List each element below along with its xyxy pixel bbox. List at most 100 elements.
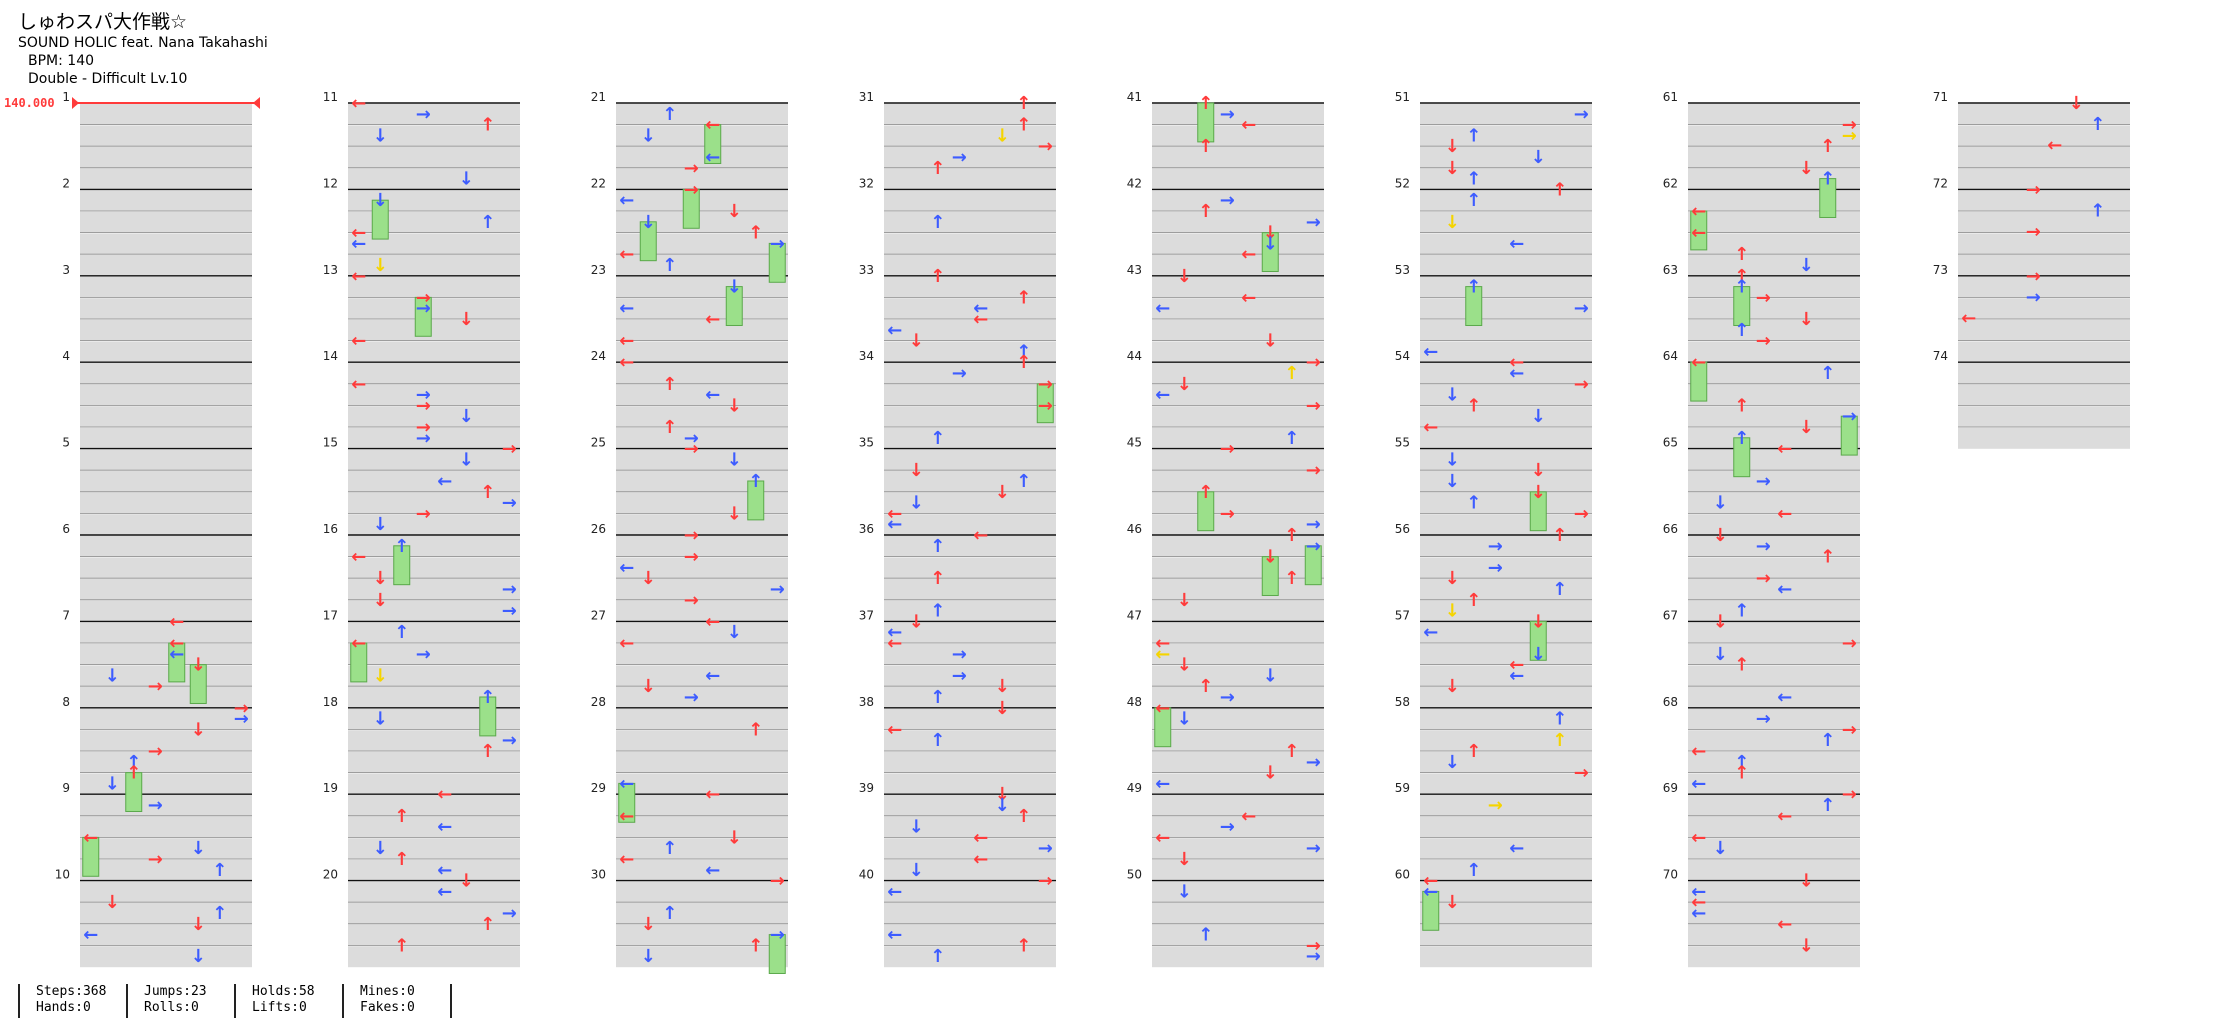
- measure-number: 9: [62, 781, 70, 795]
- beat-band: [1152, 406, 1324, 428]
- beat-band: [884, 384, 1056, 406]
- beat-band: [884, 903, 1056, 924]
- beat-band: [80, 298, 252, 320]
- stat-hands: Hands:0: [36, 1000, 91, 1015]
- beat-band: [884, 643, 1056, 665]
- step-arrow: →: [1306, 460, 1321, 481]
- beat-band: [1420, 319, 1592, 341]
- hold-body: [189, 664, 207, 704]
- beat-band: [1420, 514, 1592, 536]
- beat-band: [1688, 859, 1860, 881]
- step-arrow: →: [416, 428, 431, 449]
- step-arrow: ←: [887, 881, 902, 902]
- beat-band: [1420, 298, 1592, 320]
- beat-band: [1688, 233, 1860, 255]
- beat-band: [348, 751, 520, 773]
- beat-band: [884, 535, 1056, 557]
- step-arrow: →: [416, 417, 431, 438]
- beat-band: [1420, 751, 1592, 773]
- step-arrow: ↑: [480, 687, 495, 708]
- beat-band: [884, 125, 1056, 147]
- step-arrow: ↑: [1284, 741, 1299, 762]
- beat-band: [348, 557, 520, 579]
- step-arrow: ↑: [394, 849, 409, 870]
- beat-band: [80, 125, 252, 147]
- step-arrow: ↓: [909, 611, 924, 632]
- step-arrow: ↓: [1177, 709, 1192, 730]
- beat-band: [1420, 103, 1592, 125]
- beat-band: [1688, 319, 1860, 341]
- step-arrow: ←: [1155, 827, 1170, 848]
- step-arrow: →: [1306, 752, 1321, 773]
- step-arrow: ↓: [373, 709, 388, 730]
- beat-band: [348, 406, 520, 428]
- beat-band: [1688, 838, 1860, 860]
- step-chart: 1234567891011121314151617181920212223242…: [55, 90, 2130, 974]
- beat-band: [616, 795, 788, 816]
- beat-band: [348, 147, 520, 168]
- beat-band: [1958, 276, 2130, 298]
- bpm-change-label: 140.000: [4, 96, 55, 110]
- step-arrow: →: [1842, 719, 1857, 740]
- step-arrow: ←: [705, 147, 720, 168]
- step-arrow: →: [684, 687, 699, 708]
- step-arrow: ↑: [1820, 363, 1835, 384]
- step-arrow: →: [1306, 212, 1321, 233]
- step-arrow: ↓: [995, 482, 1010, 503]
- beat-band: [884, 795, 1056, 816]
- step-arrow: ↓: [1799, 158, 1814, 179]
- beat-band: [1688, 103, 1860, 125]
- step-arrow: ↑: [930, 212, 945, 233]
- step-arrow: ←: [887, 514, 902, 535]
- beat-band: [1420, 859, 1592, 881]
- beat-band: [348, 643, 520, 665]
- step-arrow: →: [1306, 395, 1321, 416]
- beat-band: [80, 881, 252, 903]
- step-arrow: →: [1306, 514, 1321, 535]
- beat-band: [1688, 514, 1860, 536]
- beat-band: [80, 708, 252, 730]
- hold-body: [1529, 620, 1547, 661]
- step-arrow: ↓: [1713, 838, 1728, 859]
- beat-band: [884, 147, 1056, 168]
- step-arrow: ↑: [1734, 395, 1749, 416]
- beat-band: [1688, 643, 1860, 665]
- beat-band: [616, 903, 788, 924]
- measure-number: 50: [1127, 868, 1142, 882]
- beat-band: [616, 708, 788, 730]
- beat-band: [1152, 319, 1324, 341]
- step-arrow: →: [1574, 298, 1589, 319]
- beat-band: [1152, 687, 1324, 708]
- step-arrow: →: [416, 395, 431, 416]
- beat-band: [348, 363, 520, 384]
- step-arrow: →: [1574, 503, 1589, 524]
- step-arrow: ↓: [995, 676, 1010, 697]
- beat-band: [884, 492, 1056, 514]
- step-arrow: →: [1038, 136, 1053, 157]
- stat-holds-lifts: Holds:58 Lifts:0: [234, 984, 315, 1018]
- beat-band: [616, 924, 788, 946]
- beat-band: [80, 255, 252, 276]
- step-arrow: →: [148, 849, 163, 870]
- measure-number: 67: [1663, 608, 1678, 622]
- beat-band: [1152, 557, 1324, 579]
- step-arrow: ↑: [662, 255, 677, 276]
- beat-band: [884, 687, 1056, 708]
- beat-band: [80, 147, 252, 168]
- beat-band: [1152, 341, 1324, 363]
- step-arrow: ↑: [1016, 341, 1031, 362]
- step-arrow: ↓: [459, 871, 474, 892]
- step-arrow: ↑: [1820, 547, 1835, 568]
- beat-band: [1420, 211, 1592, 233]
- step-arrow: ↓: [191, 914, 206, 935]
- beat-band: [348, 449, 520, 471]
- beat-band: [348, 687, 520, 708]
- step-arrow: ↓: [1177, 590, 1192, 611]
- beat-band: [1688, 341, 1860, 363]
- step-arrow: →: [148, 795, 163, 816]
- beat-band: [80, 946, 252, 968]
- beat-band: [348, 211, 520, 233]
- step-arrow: →: [1756, 471, 1771, 492]
- step-arrow: ↑: [930, 428, 945, 449]
- beat-band: [1152, 881, 1324, 903]
